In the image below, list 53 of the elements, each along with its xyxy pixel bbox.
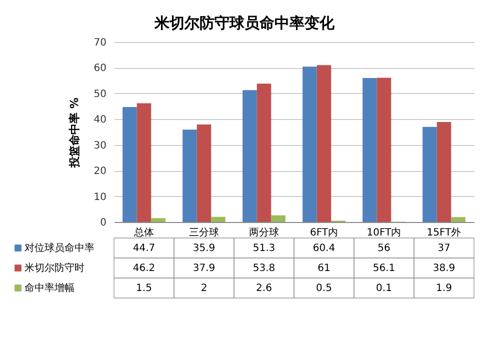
x-tick-label: 两分球	[249, 226, 279, 238]
data-label: 51.3	[252, 243, 276, 254]
y-tick-label: 20	[94, 166, 106, 178]
data-label: 46.2	[132, 263, 156, 274]
data-label: 61	[318, 263, 330, 274]
data-label: 56	[378, 243, 390, 254]
data-label: 56.1	[372, 263, 396, 274]
y-tick-label: 70	[94, 38, 106, 48]
data-label: 60.4	[312, 243, 336, 254]
data-label: 0.1	[376, 283, 392, 294]
x-tick-label: 总体	[133, 226, 154, 238]
data-label: 44.7	[132, 243, 156, 254]
bar	[451, 217, 466, 222]
bar	[271, 215, 286, 222]
bar	[122, 107, 137, 222]
legend-label: 米切尔防守时	[24, 262, 84, 274]
bar	[211, 216, 226, 222]
data-label: 38.9	[432, 263, 456, 274]
legend-label: 对位球员命中率	[24, 242, 94, 254]
data-label: 2	[200, 283, 208, 294]
x-tick-label: 6FT内	[310, 226, 338, 238]
bar	[256, 84, 272, 222]
data-label: 53.8	[252, 263, 276, 274]
bar	[362, 78, 377, 222]
y-tick-label: 10	[94, 192, 106, 203]
data-label: 37.9	[192, 263, 216, 274]
bar	[302, 66, 317, 222]
bar	[376, 78, 392, 222]
data-label: 2.6	[256, 283, 272, 294]
bar	[242, 90, 257, 222]
y-tick-label: 50	[94, 88, 106, 100]
y-tick-label: 60	[94, 63, 106, 74]
y-tick-label: 0	[100, 218, 106, 228]
data-label: 37	[438, 243, 450, 254]
bar	[182, 130, 197, 222]
y-tick-label: 30	[94, 140, 106, 152]
legend-label: 命中率增幅	[24, 282, 74, 294]
y-axis-title: 投篮命中率 %	[68, 98, 81, 168]
data-label: 1.5	[136, 283, 152, 294]
bar	[422, 126, 437, 222]
x-tick-label: 15FT外	[426, 228, 462, 238]
x-tick-label: 三分球	[189, 226, 219, 238]
data-label: 0.5	[316, 283, 332, 294]
bar	[136, 103, 152, 222]
data-label: 1.9	[436, 283, 452, 294]
bar	[151, 218, 166, 222]
data-label: 35.9	[192, 243, 216, 254]
bar	[436, 122, 452, 222]
bar	[196, 124, 212, 222]
bar	[316, 65, 332, 222]
y-tick-label: 40	[94, 114, 106, 126]
chart-title: 米切尔防守球员命中率变化	[154, 14, 336, 32]
x-tick-label: 10FT内	[366, 226, 402, 238]
